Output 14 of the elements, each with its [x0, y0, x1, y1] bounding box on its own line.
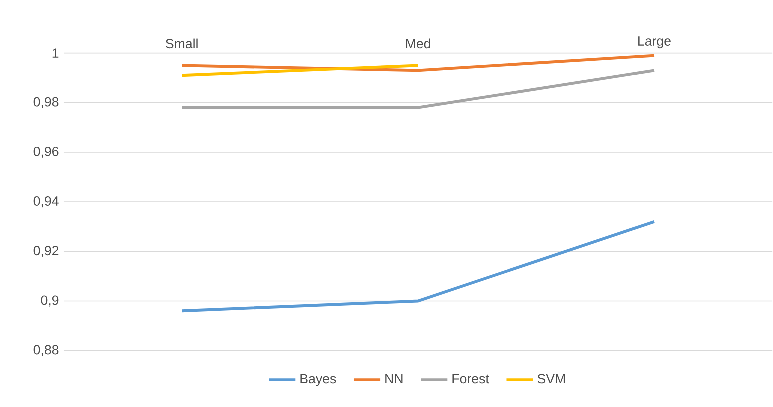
legend-label: Forest: [452, 374, 490, 384]
y-tick-label: 0,92: [34, 246, 59, 258]
y-tick-label: 0,96: [34, 147, 59, 158]
y-tick-label: 0,94: [34, 196, 59, 208]
legend-label: SVM: [538, 374, 566, 384]
y-tick-label: 0,88: [34, 345, 59, 356]
y-tick-label: 1: [52, 48, 59, 58]
legend-label: NN: [386, 374, 403, 384]
legend-label: Bayes: [300, 374, 336, 386]
x-tick-label: Small: [166, 38, 198, 49]
x-tick-label: Large: [638, 36, 671, 49]
y-tick-label: 0,9: [41, 296, 59, 307]
x-tick-label: Med: [406, 38, 430, 49]
y-tick-label: 0,98: [34, 97, 59, 109]
